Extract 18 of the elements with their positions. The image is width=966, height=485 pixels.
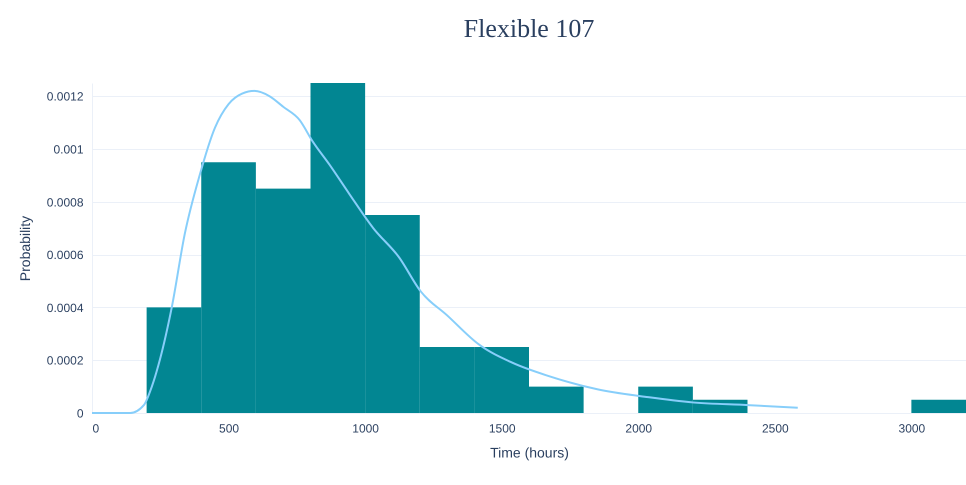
- x-tick-label: 500: [219, 422, 240, 436]
- x-tick-label: 2500: [762, 422, 789, 436]
- x-tick-label: 2000: [625, 422, 652, 436]
- x-tick-label: 1000: [352, 422, 380, 436]
- x-tick-label: 3000: [898, 422, 926, 436]
- x-axis-title: Time (hours): [490, 444, 569, 460]
- line-series: [91, 90, 799, 414]
- y-tick-label: 0: [76, 406, 84, 420]
- y-tick-label: 0.0008: [46, 195, 84, 210]
- y-tick-label: 0.0012: [46, 90, 84, 104]
- y-tick-label: 0.0002: [46, 354, 84, 368]
- x-tick-label: 1500: [488, 422, 516, 436]
- x-tick-label: 0: [92, 422, 100, 436]
- y-tick-label: 0.001: [53, 142, 84, 156]
- y-tick-label: 0.0004: [46, 300, 84, 315]
- y-tick-label: 0.0006: [46, 248, 84, 262]
- y-axis-title: Probability: [16, 216, 33, 282]
- chart-title: Flexible 107: [464, 14, 594, 43]
